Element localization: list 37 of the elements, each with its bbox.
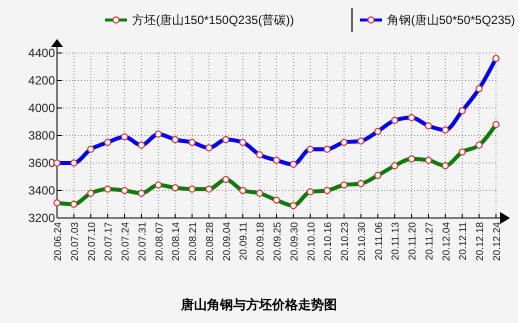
- y-tick-label: 3800: [28, 128, 56, 143]
- x-tick-label: 20.09.25: [272, 222, 284, 261]
- x-tick-label: 20.09.04: [222, 222, 233, 261]
- x-tick-label: 20.06.24: [53, 222, 64, 261]
- x-tick-label: 20.11.27: [424, 222, 436, 260]
- x-tick-label: 20.10.23: [340, 222, 352, 261]
- y-tick-label: 4200: [28, 74, 56, 88]
- x-tick-label: 20.11.13: [390, 222, 402, 260]
- x-tick-label: 20.11.20: [408, 222, 419, 260]
- x-tick-label: 20.11.06: [374, 222, 385, 260]
- legend-label: 方坯(唐山150*150Q235(普碳)): [132, 13, 294, 28]
- x-tick-label: 20.09.11: [238, 222, 250, 260]
- x-tick-label: 20.07.31: [137, 222, 148, 261]
- y-tick-label: 4000: [28, 101, 56, 116]
- y-tick-label: 3600: [28, 156, 56, 170]
- x-tick-label: 20.08.14: [171, 222, 182, 261]
- x-tick-label: 20.12.24: [492, 222, 503, 261]
- x-tick-label: 20.09.18: [256, 222, 267, 261]
- x-tick-label: 20.08.07: [154, 222, 166, 261]
- x-tick-label: 20.07.17: [104, 222, 115, 261]
- x-tick-label: 20.08.21: [188, 222, 200, 261]
- y-tick-label: 3200: [28, 211, 56, 226]
- text: 唐山角钢与方坯价格走势图: [180, 297, 337, 312]
- x-tick-label: 20.07.03: [70, 222, 81, 261]
- x-tick-label: 20.10.10: [306, 222, 318, 261]
- x-tick-label: 20.12.18: [475, 222, 486, 261]
- x-tick-label: 20.08.28: [204, 222, 216, 261]
- x-tick-label: 20.07.10: [86, 222, 98, 261]
- legend-label: 角钢(唐山50*50*5Q235): [387, 13, 516, 28]
- x-tick-label: 20.07.24: [120, 222, 132, 261]
- y-tick-label: 3400: [28, 184, 56, 198]
- y-tick-label: 4400: [28, 46, 56, 60]
- x-tick-label: 20.10.30: [356, 222, 368, 261]
- x-tick-label: 20.12.04: [441, 222, 452, 261]
- x-tick-label: 20.12.11: [458, 222, 470, 260]
- x-tick-label: 20.10.16: [323, 222, 334, 261]
- x-tick-label: 20.09.30: [289, 222, 300, 261]
